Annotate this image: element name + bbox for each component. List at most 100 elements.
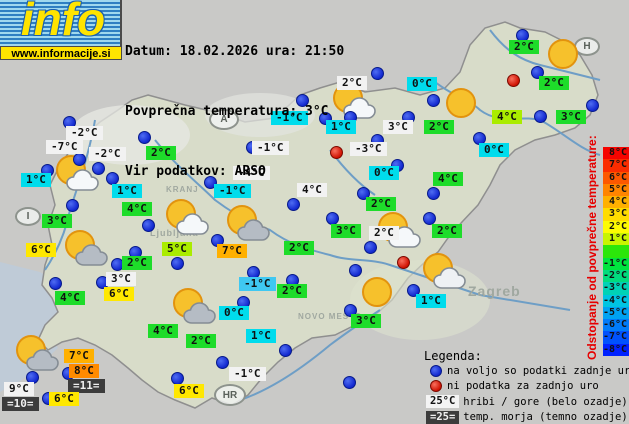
station-temp-label: 4°C: [297, 183, 327, 197]
legend-item-missing: ni podatka za zadnjo uro: [424, 379, 629, 395]
sun-cloud-icon: [166, 286, 222, 332]
station-temp-label: =10=: [2, 397, 39, 411]
station-temp-label: -1°C: [214, 184, 251, 198]
river-mura: [489, 29, 601, 81]
legend-item-text: na voljo so podatki zadnje ure: [447, 364, 629, 377]
station-dot-blue: [138, 131, 151, 144]
station-temp-label: 2°C: [539, 76, 569, 90]
station-temp-label: 4°C: [148, 324, 178, 338]
station-temp-label: 4°C: [122, 202, 152, 216]
scale-band: -2°C: [603, 269, 629, 283]
station-dot-blue: [357, 187, 370, 200]
station-dot-blue: [423, 212, 436, 225]
station-dot-red: [397, 256, 410, 269]
station-temp-label: 2°C: [284, 241, 314, 255]
legend-item-mountains: 25°C hribi / gore (belo ozadje): [424, 394, 629, 410]
scale-band: [603, 245, 629, 258]
station-temp-label: 6°C: [174, 384, 204, 398]
city-label-ljubljana: Ljubljana: [150, 228, 199, 238]
station-dot-blue: [531, 66, 544, 79]
station-temp-label: 4°C: [433, 172, 463, 186]
scale-band: -8°C: [603, 343, 629, 357]
city-label-kranj: KRANJ: [166, 185, 199, 194]
city-label-zagreb: Zagreb: [468, 283, 521, 299]
station-temp-label: 2°C: [146, 146, 176, 160]
station-temp-label: 3°C: [106, 272, 136, 286]
station-dot-blue: [73, 153, 86, 166]
station-temp-label: 2°C: [509, 40, 539, 54]
sun-cloud-icon: [58, 228, 114, 274]
scale-band: -7°C: [603, 331, 629, 344]
station-dot-blue: [296, 94, 309, 107]
station-temp-label: -1°C: [229, 367, 266, 381]
station-temp-label: 1°C: [246, 329, 276, 343]
station-temp-label: 2°C: [186, 334, 216, 348]
station-temp-label: =11=: [68, 379, 105, 393]
station-temp-label: 7°C: [64, 349, 94, 363]
station-temp-label: 0°C: [479, 143, 509, 157]
station-temp-label: 3°C: [351, 314, 381, 328]
station-temp-label: 7°C: [217, 244, 247, 258]
sun-icon: [439, 86, 495, 132]
station-temp-label: 3°C: [383, 120, 413, 134]
station-temp-label: -2°C: [89, 147, 126, 161]
station-temp-label: 3°C: [556, 110, 586, 124]
legend-item-sea: =25= temp. morja (temno ozadje): [424, 410, 629, 424]
city-label-novo-mesto: NOVO MESTO: [298, 312, 363, 321]
station-temp-label: 4°C: [55, 291, 85, 305]
station-dot-blue: [586, 99, 599, 112]
header: Datum: 18.02.2026 ura: 21:50 Povprečna t…: [125, 2, 344, 222]
legend: Legenda: na voljo so podatki zadnje ure …: [424, 348, 629, 424]
sun-cloud-icon: [220, 203, 276, 249]
logo-url-link[interactable]: www.informacije.si: [0, 46, 122, 60]
station-dot-blue: [364, 241, 377, 254]
station-dot-blue: [534, 110, 547, 123]
station-temp-label: 2°C: [424, 120, 454, 134]
station-temp-label: -1°C: [271, 111, 308, 125]
logo-brand-text: info: [20, 0, 106, 45]
station-temp-label: -1°C: [252, 141, 289, 155]
station-temp-label: 0°C: [369, 166, 399, 180]
station-temp-label: 0°C: [407, 77, 437, 91]
station-temp-label: 2°C: [277, 284, 307, 298]
station-dot-blue: [407, 284, 420, 297]
scale-band: 4°C: [603, 196, 629, 209]
station-dot-blue: [343, 376, 356, 389]
scale-band: 8°C: [603, 147, 629, 160]
scale-band: 3°C: [603, 208, 629, 221]
station-dot-blue: [204, 176, 217, 189]
station-dot-red: [330, 146, 343, 159]
sun-cloud-icon: [159, 197, 215, 243]
scale-band: 1°C: [603, 233, 629, 246]
temperature-deviation-scale: 8°C 7°C 6°C 5°C 4°C 3°C 2°C 1°C -1°C -2°C -3°C -4°C…: [603, 147, 629, 357]
white-chip-icon: 25°C: [426, 395, 460, 409]
station-temp-label: -7°C: [46, 140, 83, 154]
country-marker-i: I: [15, 206, 41, 226]
station-temp-label: 6°C: [49, 392, 79, 406]
station-temp-label: 2°C: [337, 76, 367, 90]
station-temp-label: 2°C: [366, 197, 396, 211]
station-temp-label: 2°C: [432, 224, 462, 238]
header-date-line: Datum: 18.02.2026 ura: 21:50: [125, 44, 345, 59]
scale-band: -3°C: [603, 282, 629, 295]
country-marker-a: A: [209, 108, 239, 130]
river-sava: [154, 139, 571, 311]
country-marker-hr: HR: [214, 384, 246, 406]
scale-band: -4°C: [603, 294, 629, 307]
station-temp-label: 3°C: [331, 224, 361, 238]
station-dot-red: [507, 74, 520, 87]
station-temp-label: -1°C: [239, 277, 276, 291]
station-dot-blue: [92, 162, 105, 175]
station-dot-blue: [427, 187, 440, 200]
station-temp-label: 0°C: [219, 306, 249, 320]
sun-cloud-icon: [416, 251, 472, 297]
station-temp-label: 2°C: [369, 226, 399, 240]
station-dot-blue: [66, 199, 79, 212]
station-temp-label: 3°C: [42, 214, 72, 228]
legend-title: Legenda:: [424, 348, 482, 363]
station-dot-blue: [279, 344, 292, 357]
header-source-line: Vir podatkov: ARSO: [125, 164, 266, 179]
logo: info www.informacije.si: [0, 0, 122, 60]
station-temp-label: 1°C: [326, 120, 356, 134]
